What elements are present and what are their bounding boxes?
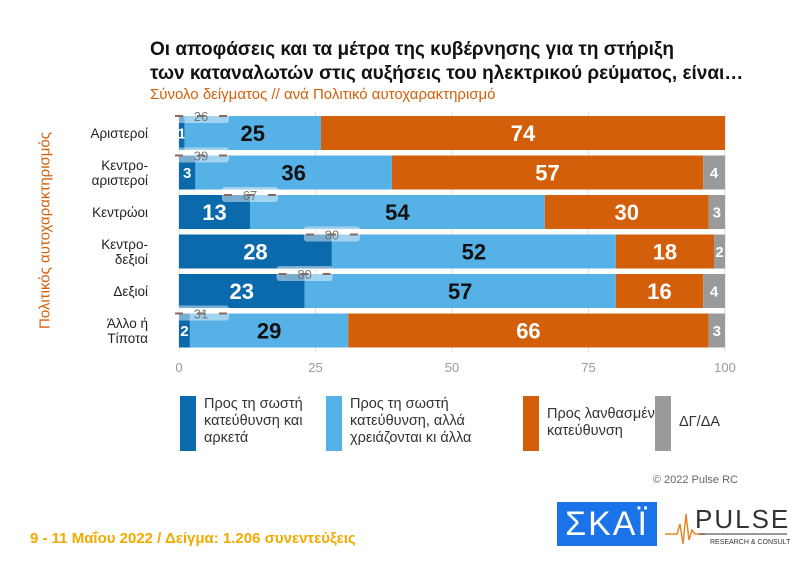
bar-segment <box>179 195 250 229</box>
svg-text:RESEARCH & CONSULTING: RESEARCH & CONSULTING <box>710 539 790 546</box>
footer-sample-info: 9 - 11 Μαΐου 2022 / Δείγμα: 1.206 συνεντ… <box>30 530 356 547</box>
data-label: 1 <box>178 125 186 142</box>
data-label: 4 <box>710 283 719 300</box>
data-label: 29 <box>257 318 281 343</box>
x-tick-label: 0 <box>175 360 182 375</box>
data-label: 16 <box>647 279 671 304</box>
total-label: 67 <box>243 188 257 203</box>
legend-item: Προς τη σωστή κατεύθυνση, αλλά χρειάζοντ… <box>326 396 515 451</box>
bar-segment <box>544 195 709 229</box>
bar-segment <box>703 155 725 190</box>
bar-segment <box>195 155 392 190</box>
category-label: Κεντρώοι <box>92 205 148 220</box>
stacked-bar-chart: 0255075100PULSEΑριστεροί1257426Κεντρο-αρ… <box>90 108 736 375</box>
x-tick-label: 50 <box>445 360 459 375</box>
copyright: © 2022 Pulse RC <box>652 474 738 486</box>
legend-item: Προς λανθασμένη κατεύθυνση <box>523 396 672 451</box>
chart-subtitle: Σύνολο δείγματος // ανά Πολιτικό αυτοχαρ… <box>150 86 496 103</box>
total-label: 39 <box>194 149 208 164</box>
legend-swatch <box>523 396 539 451</box>
bar-segment <box>708 195 725 229</box>
data-label: 52 <box>462 239 486 264</box>
data-label: 57 <box>448 279 472 304</box>
bar-segment <box>249 195 545 229</box>
data-label: 30 <box>614 200 638 225</box>
total-label: 31 <box>194 307 208 322</box>
bar-segment <box>714 234 725 269</box>
bar-segment <box>348 313 709 348</box>
category-label: Δεξιοί <box>113 284 148 299</box>
total-label: 26 <box>194 109 208 124</box>
legend-swatch <box>180 396 196 451</box>
total-label: 80 <box>297 267 311 282</box>
legend-item: Προς τη σωστή κατεύθυνση και αρκετά <box>180 396 344 451</box>
category-label: Κεντρο- <box>101 158 148 173</box>
bar-segment <box>189 313 349 348</box>
data-label: 4 <box>710 165 719 182</box>
total-label: 80 <box>325 228 339 243</box>
svg-text:PULSE: PULSE <box>695 504 790 534</box>
pulse-logo: PULSE RESEARCH & CONSULTING <box>665 504 790 546</box>
legend-label: Προς τη σωστή κατεύθυνση και αρκετά <box>204 396 303 446</box>
data-label: 13 <box>202 200 226 225</box>
data-label: 23 <box>230 279 254 304</box>
bar-segment <box>179 274 305 308</box>
bar-segment <box>304 274 616 308</box>
bar-segment <box>320 116 725 150</box>
legend-label: Προς λανθασμένη κατεύθυνση <box>547 406 663 439</box>
data-label: 3 <box>713 323 721 340</box>
legend-swatch <box>326 396 342 451</box>
legend-label: Προς τη σωστή κατεύθυνση, αλλά χρειάζοντ… <box>350 396 472 446</box>
data-label: 3 <box>713 204 721 221</box>
data-label: 18 <box>653 239 677 264</box>
legend-item: ΔΓ/ΔΑ <box>655 396 759 451</box>
data-label: 57 <box>535 160 559 185</box>
bar-segment <box>179 155 196 190</box>
bar-segment <box>179 313 190 348</box>
skai-logo: ΣΚΑΪ <box>557 502 657 546</box>
data-label: 2 <box>715 244 723 261</box>
category-label: δεξιοί <box>115 252 148 267</box>
category-label: Άλλο ή <box>107 316 148 331</box>
bar-segment <box>391 155 704 190</box>
bar-segment <box>331 234 616 269</box>
data-label: 54 <box>385 200 410 225</box>
bar-segment <box>184 116 321 150</box>
data-label: 28 <box>243 239 267 264</box>
data-label: 36 <box>281 160 305 185</box>
bar-segment <box>708 313 725 348</box>
data-label: 74 <box>511 121 536 146</box>
category-label: Τίποτα <box>107 331 148 346</box>
category-label: αριστεροί <box>92 173 148 188</box>
bar-segment <box>615 234 715 269</box>
data-label: 66 <box>516 318 540 343</box>
data-label: 3 <box>183 165 191 182</box>
x-tick-label: 25 <box>308 360 322 375</box>
x-tick-label: 100 <box>714 360 736 375</box>
bar-segment <box>615 274 704 308</box>
bar-segment <box>179 116 185 150</box>
bar-segment <box>179 234 332 269</box>
data-label: 2 <box>180 323 188 340</box>
legend-label: ΔΓ/ΔΑ <box>679 414 721 430</box>
x-tick-label: 75 <box>581 360 595 375</box>
data-label: 25 <box>240 121 264 146</box>
category-label: Κεντρο- <box>101 237 148 252</box>
chart-title: Οι αποφάσεις και τα μέτρα της κυβέρνησης… <box>150 39 744 84</box>
category-label: Αριστεροί <box>90 126 148 141</box>
legend-swatch <box>655 396 671 451</box>
bar-segment <box>703 274 725 308</box>
